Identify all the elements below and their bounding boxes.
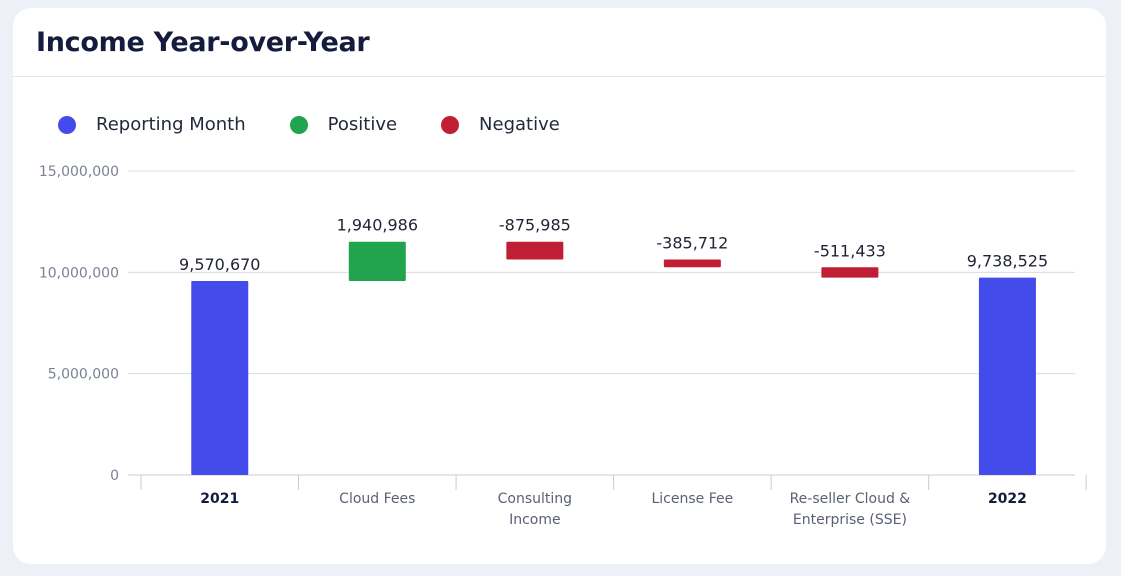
y-tick-label: 15,000,000 <box>39 164 119 180</box>
legend-label: Positive <box>327 114 398 135</box>
legend-item-positive[interactable]: Positive <box>289 114 398 135</box>
bar-2022 <box>978 277 1036 475</box>
bar-cloud-fees <box>348 241 406 282</box>
x-tick-label: License Fee <box>651 491 733 507</box>
income-card: Income Year-over-Year Reporting Month Po… <box>13 8 1106 564</box>
card-header: Income Year-over-Year <box>13 8 1106 77</box>
x-tick-label: Re-seller Cloud & Enterprise (SSE) <box>790 491 911 528</box>
legend-label: Reporting Month <box>96 114 246 135</box>
y-tick-label: 0 <box>110 468 119 484</box>
y-tick-label: 10,000,000 <box>39 265 119 281</box>
data-label: -385,712 <box>656 233 728 252</box>
bar-re-seller-cloud-enterprise-sse- <box>821 267 879 278</box>
legend-label: Negative <box>479 114 560 135</box>
legend-item-negative[interactable]: Negative <box>441 114 560 135</box>
y-tick-label: 5,000,000 <box>48 367 119 383</box>
legend-dot-icon <box>441 115 460 134</box>
x-tick-label: Cloud Fees <box>339 491 415 507</box>
data-label: 9,738,525 <box>967 252 1048 271</box>
data-label: 1,940,986 <box>337 216 418 235</box>
data-label: -875,985 <box>499 216 571 235</box>
data-label: 9,570,670 <box>179 255 260 274</box>
card-title: Income Year-over-Year <box>36 26 370 58</box>
bar-2021 <box>191 281 249 475</box>
x-tick-label: 2022 <box>988 491 1027 507</box>
bar-license-fee <box>663 259 721 268</box>
x-tick-label: 2021 <box>200 491 239 507</box>
waterfall-chart: 0 5,000,000 10,000,000 15,000,000 9,570,670 2… <box>39 164 1087 528</box>
bar-consulting-income <box>506 241 564 260</box>
x-tick-label: Consulting Income <box>498 491 572 528</box>
data-label: -511,433 <box>814 241 886 260</box>
legend-dot-icon <box>289 115 308 134</box>
chart-legend: Reporting Month Positive Negative <box>58 114 604 135</box>
legend-item-reporting-month[interactable]: Reporting Month <box>58 114 246 135</box>
legend-dot-icon <box>58 115 76 134</box>
